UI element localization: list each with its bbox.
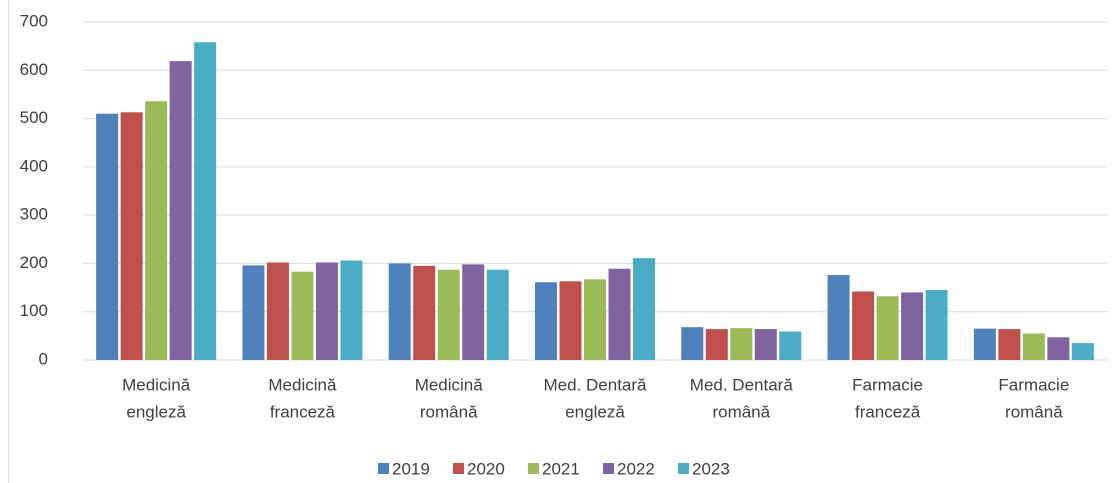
y-tick-label: 100 <box>20 301 48 320</box>
legend-swatch <box>603 463 614 474</box>
x-tick-label: română <box>420 402 478 421</box>
bar <box>779 331 802 360</box>
bar <box>169 61 192 361</box>
legend-label: 2022 <box>617 459 655 478</box>
bar <box>730 328 753 360</box>
bar <box>754 329 777 360</box>
legend-swatch <box>678 463 689 474</box>
bar <box>340 260 363 360</box>
y-tick-label: 400 <box>20 156 48 175</box>
bar <box>901 292 924 360</box>
bar <box>608 268 631 360</box>
bar <box>584 279 606 360</box>
bar <box>242 265 265 360</box>
legend-label: 2021 <box>542 459 580 478</box>
bar <box>120 112 143 361</box>
x-tick-label: franceză <box>855 402 921 421</box>
bar <box>998 329 1021 360</box>
x-tick-label: Farmacie <box>852 375 923 394</box>
bar <box>266 262 289 360</box>
x-tick-label: engleză <box>565 402 625 421</box>
x-tick-label: Farmacie <box>998 375 1069 394</box>
bar <box>1071 343 1094 360</box>
legend-swatch <box>378 463 389 474</box>
bar <box>291 271 314 360</box>
y-tick-label: 500 <box>20 108 48 127</box>
bar <box>827 275 850 360</box>
y-tick-label: 600 <box>20 60 48 79</box>
bar <box>852 291 875 360</box>
x-tick-label: Medicină <box>122 375 191 394</box>
x-tick-label: engleză <box>126 402 186 421</box>
x-tick-label: română <box>712 402 770 421</box>
y-tick-label: 300 <box>20 205 48 224</box>
bar <box>145 101 168 360</box>
bar <box>96 113 119 360</box>
bar <box>681 327 704 360</box>
bar <box>535 282 557 360</box>
y-tick-label: 700 <box>20 11 48 30</box>
bar <box>413 265 436 360</box>
x-tick-label: română <box>1005 402 1063 421</box>
legend-label: 2020 <box>467 459 505 478</box>
x-tick-label: Med. Dentară <box>690 375 794 394</box>
bar <box>194 42 217 360</box>
bar <box>973 328 996 360</box>
legend-swatch <box>453 463 464 474</box>
x-tick-label: Medicină <box>268 375 337 394</box>
bar <box>388 263 411 360</box>
y-tick-label: 200 <box>20 253 48 272</box>
y-tick-label: 0 <box>39 349 48 368</box>
bar <box>437 269 460 360</box>
legend-label: 2019 <box>392 459 430 478</box>
x-tick-label: franceză <box>270 402 336 421</box>
x-tick-label: Medicină <box>415 375 484 394</box>
bar <box>705 329 728 360</box>
bar <box>1047 337 1070 360</box>
bar <box>925 289 948 360</box>
bar <box>633 258 655 360</box>
bar <box>462 264 485 360</box>
bar <box>315 262 338 360</box>
bar <box>876 296 899 360</box>
legend-label: 2023 <box>692 459 730 478</box>
bar <box>486 269 509 360</box>
bar <box>1022 333 1045 360</box>
legend-swatch <box>528 463 539 474</box>
bar <box>559 281 582 360</box>
x-tick-label: Med. Dentară <box>544 375 648 394</box>
